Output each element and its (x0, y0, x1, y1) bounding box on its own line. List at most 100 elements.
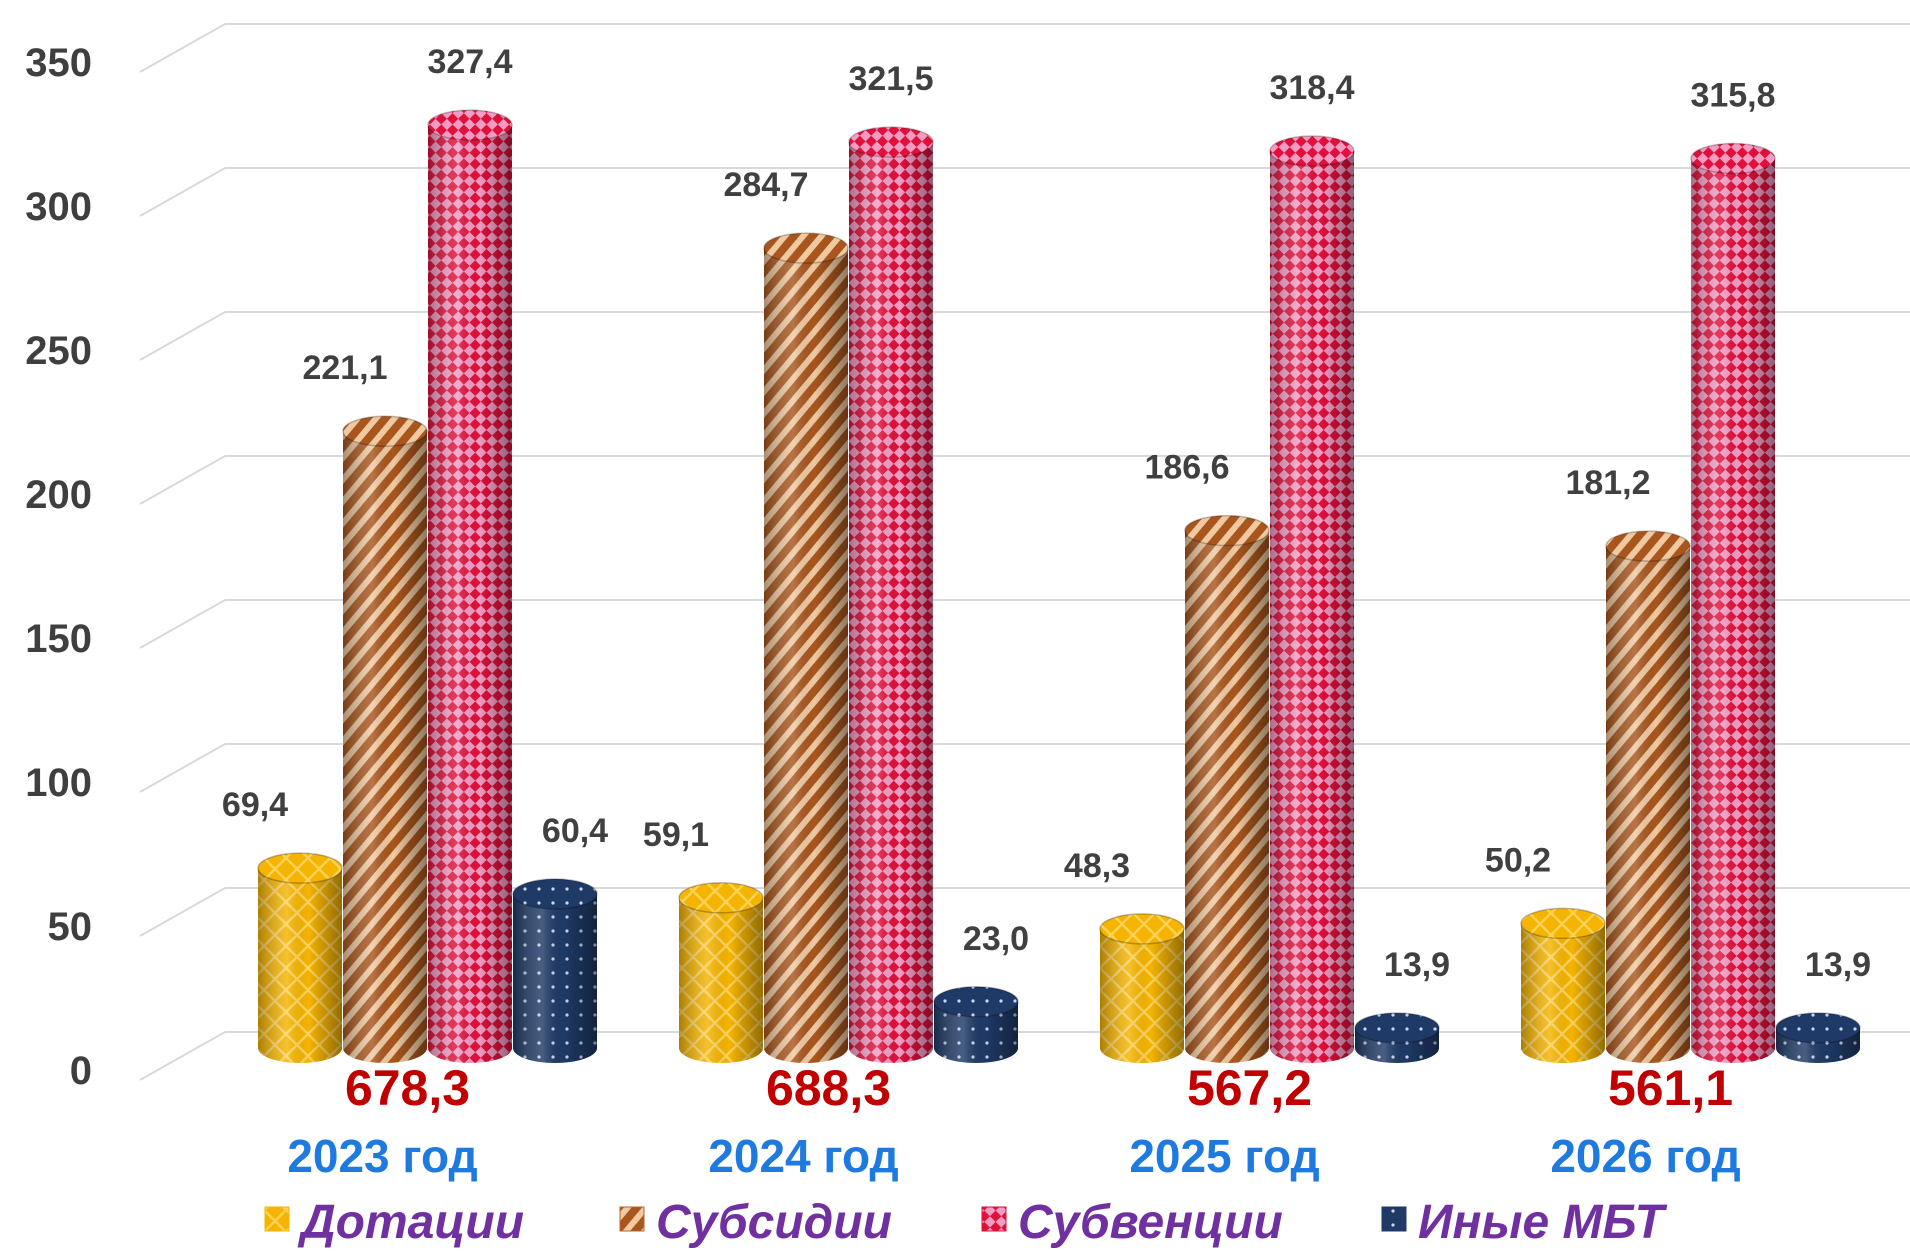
bar (848, 126, 934, 1063)
data-labels: 69,4 221,1 327,4 60,4 59,1 284,7 321,5 23,0 48,3… (222, 43, 1871, 984)
gridline-diag (139, 743, 226, 793)
bar-shading (1100, 928, 1184, 1063)
data-label: 186,6 (1144, 449, 1229, 487)
bar-shading (343, 431, 427, 1063)
bar-shading (679, 897, 763, 1063)
legend-swatch (981, 1206, 1007, 1232)
gridline-diag (139, 887, 226, 937)
data-label: 13,9 (1805, 946, 1871, 984)
total-label: 567,2 (1187, 1060, 1312, 1116)
bars (257, 109, 1861, 1064)
bar (933, 986, 1019, 1063)
legend: Дотации Субсидии Субвенции Иные МБТ (264, 1196, 1668, 1249)
bar-top (1605, 530, 1691, 562)
bar (512, 878, 598, 1063)
bar-top (1099, 913, 1185, 945)
bar-shading (513, 894, 597, 1063)
bar-top (1690, 142, 1776, 175)
bar-shading (1185, 530, 1269, 1063)
data-label: 48,3 (1064, 847, 1130, 885)
data-label: 327,4 (427, 43, 512, 81)
bar (1099, 913, 1185, 1063)
bar-top (342, 415, 428, 447)
bar-top (512, 878, 598, 910)
y-tick-label: 350 (25, 41, 92, 85)
bar (1269, 135, 1355, 1063)
bar-top (933, 986, 1019, 1018)
data-label: 23,0 (963, 920, 1029, 958)
y-tick-label: 50 (48, 905, 93, 949)
gridline-diag (139, 311, 226, 361)
legend-item: Субвенции (981, 1196, 1283, 1249)
category-label: 2024 год (708, 1130, 898, 1182)
total-label: 678,3 (345, 1060, 470, 1116)
data-label: 221,1 (302, 349, 387, 387)
legend-swatch (1381, 1206, 1407, 1232)
category-label: 2025 год (1129, 1130, 1319, 1182)
data-label: 284,7 (723, 166, 808, 204)
bar (1184, 514, 1270, 1063)
bar-shading (1691, 158, 1775, 1064)
y-tick-label: 100 (25, 761, 92, 805)
legend-item: Иные МБТ (1381, 1196, 1668, 1249)
bar (1354, 1012, 1440, 1063)
legend-label: Субсидии (656, 1196, 892, 1249)
bar-top (678, 882, 764, 914)
y-tick-label: 150 (25, 617, 92, 661)
y-tick-label: 250 (25, 329, 92, 373)
gridline-diag (139, 455, 226, 505)
total-label: 688,3 (766, 1060, 891, 1116)
y-axis: 0 50 100 150 200 250 300 350 (25, 41, 92, 1093)
gridline-diag (139, 1031, 226, 1081)
legend-swatch (619, 1206, 645, 1232)
gridline-diag (139, 23, 226, 73)
bar-shading (934, 1001, 1018, 1063)
legend-label: Иные МБТ (1418, 1196, 1668, 1249)
bar-shading (1606, 546, 1690, 1063)
bar (342, 415, 428, 1063)
legend-label: Дотации (297, 1196, 524, 1249)
data-label: 50,2 (1485, 841, 1551, 879)
bar-shading (764, 248, 848, 1064)
bar-shading (428, 125, 512, 1063)
category-label: 2026 год (1550, 1130, 1740, 1182)
total-label: 561,1 (1608, 1060, 1733, 1116)
bar-top (1775, 1012, 1861, 1044)
data-label: 315,8 (1690, 76, 1775, 114)
bar (1605, 530, 1691, 1063)
x-axis: 678,3 2023 год 688,3 2024 год 567,2 2025 год 5… (287, 1060, 1740, 1182)
y-tick-label: 0 (70, 1049, 92, 1093)
data-label: 318,4 (1269, 69, 1354, 107)
data-label: 60,4 (542, 812, 608, 850)
legend-label: Субвенции (1018, 1196, 1283, 1249)
bar-top (1184, 514, 1270, 547)
bar-top (1520, 907, 1606, 940)
category-label: 2023 год (287, 1130, 477, 1182)
bar (1520, 907, 1606, 1063)
bar (763, 232, 849, 1064)
bar-shading (1521, 923, 1605, 1063)
bar (427, 109, 513, 1063)
data-label: 181,2 (1565, 464, 1650, 502)
data-label: 13,9 (1384, 946, 1450, 984)
data-label: 69,4 (222, 786, 288, 824)
bar-top (848, 126, 934, 158)
gridline-diag (139, 599, 226, 649)
data-label: 321,5 (848, 60, 933, 98)
gridline-diag (139, 167, 226, 217)
legend-swatch (264, 1206, 290, 1232)
bar (1775, 1012, 1861, 1063)
y-tick-label: 300 (25, 185, 92, 229)
legend-item: Субсидии (619, 1196, 892, 1249)
bar-shading (849, 142, 933, 1063)
bar-shading (258, 868, 342, 1063)
legend-item: Дотации (264, 1196, 524, 1249)
bar-top (1269, 135, 1355, 167)
bar-shading (1270, 151, 1354, 1063)
bar-top (257, 852, 343, 884)
data-label: 59,1 (643, 816, 709, 854)
bar-top (427, 109, 513, 141)
y-tick-label: 200 (25, 473, 92, 517)
bar (257, 852, 343, 1063)
